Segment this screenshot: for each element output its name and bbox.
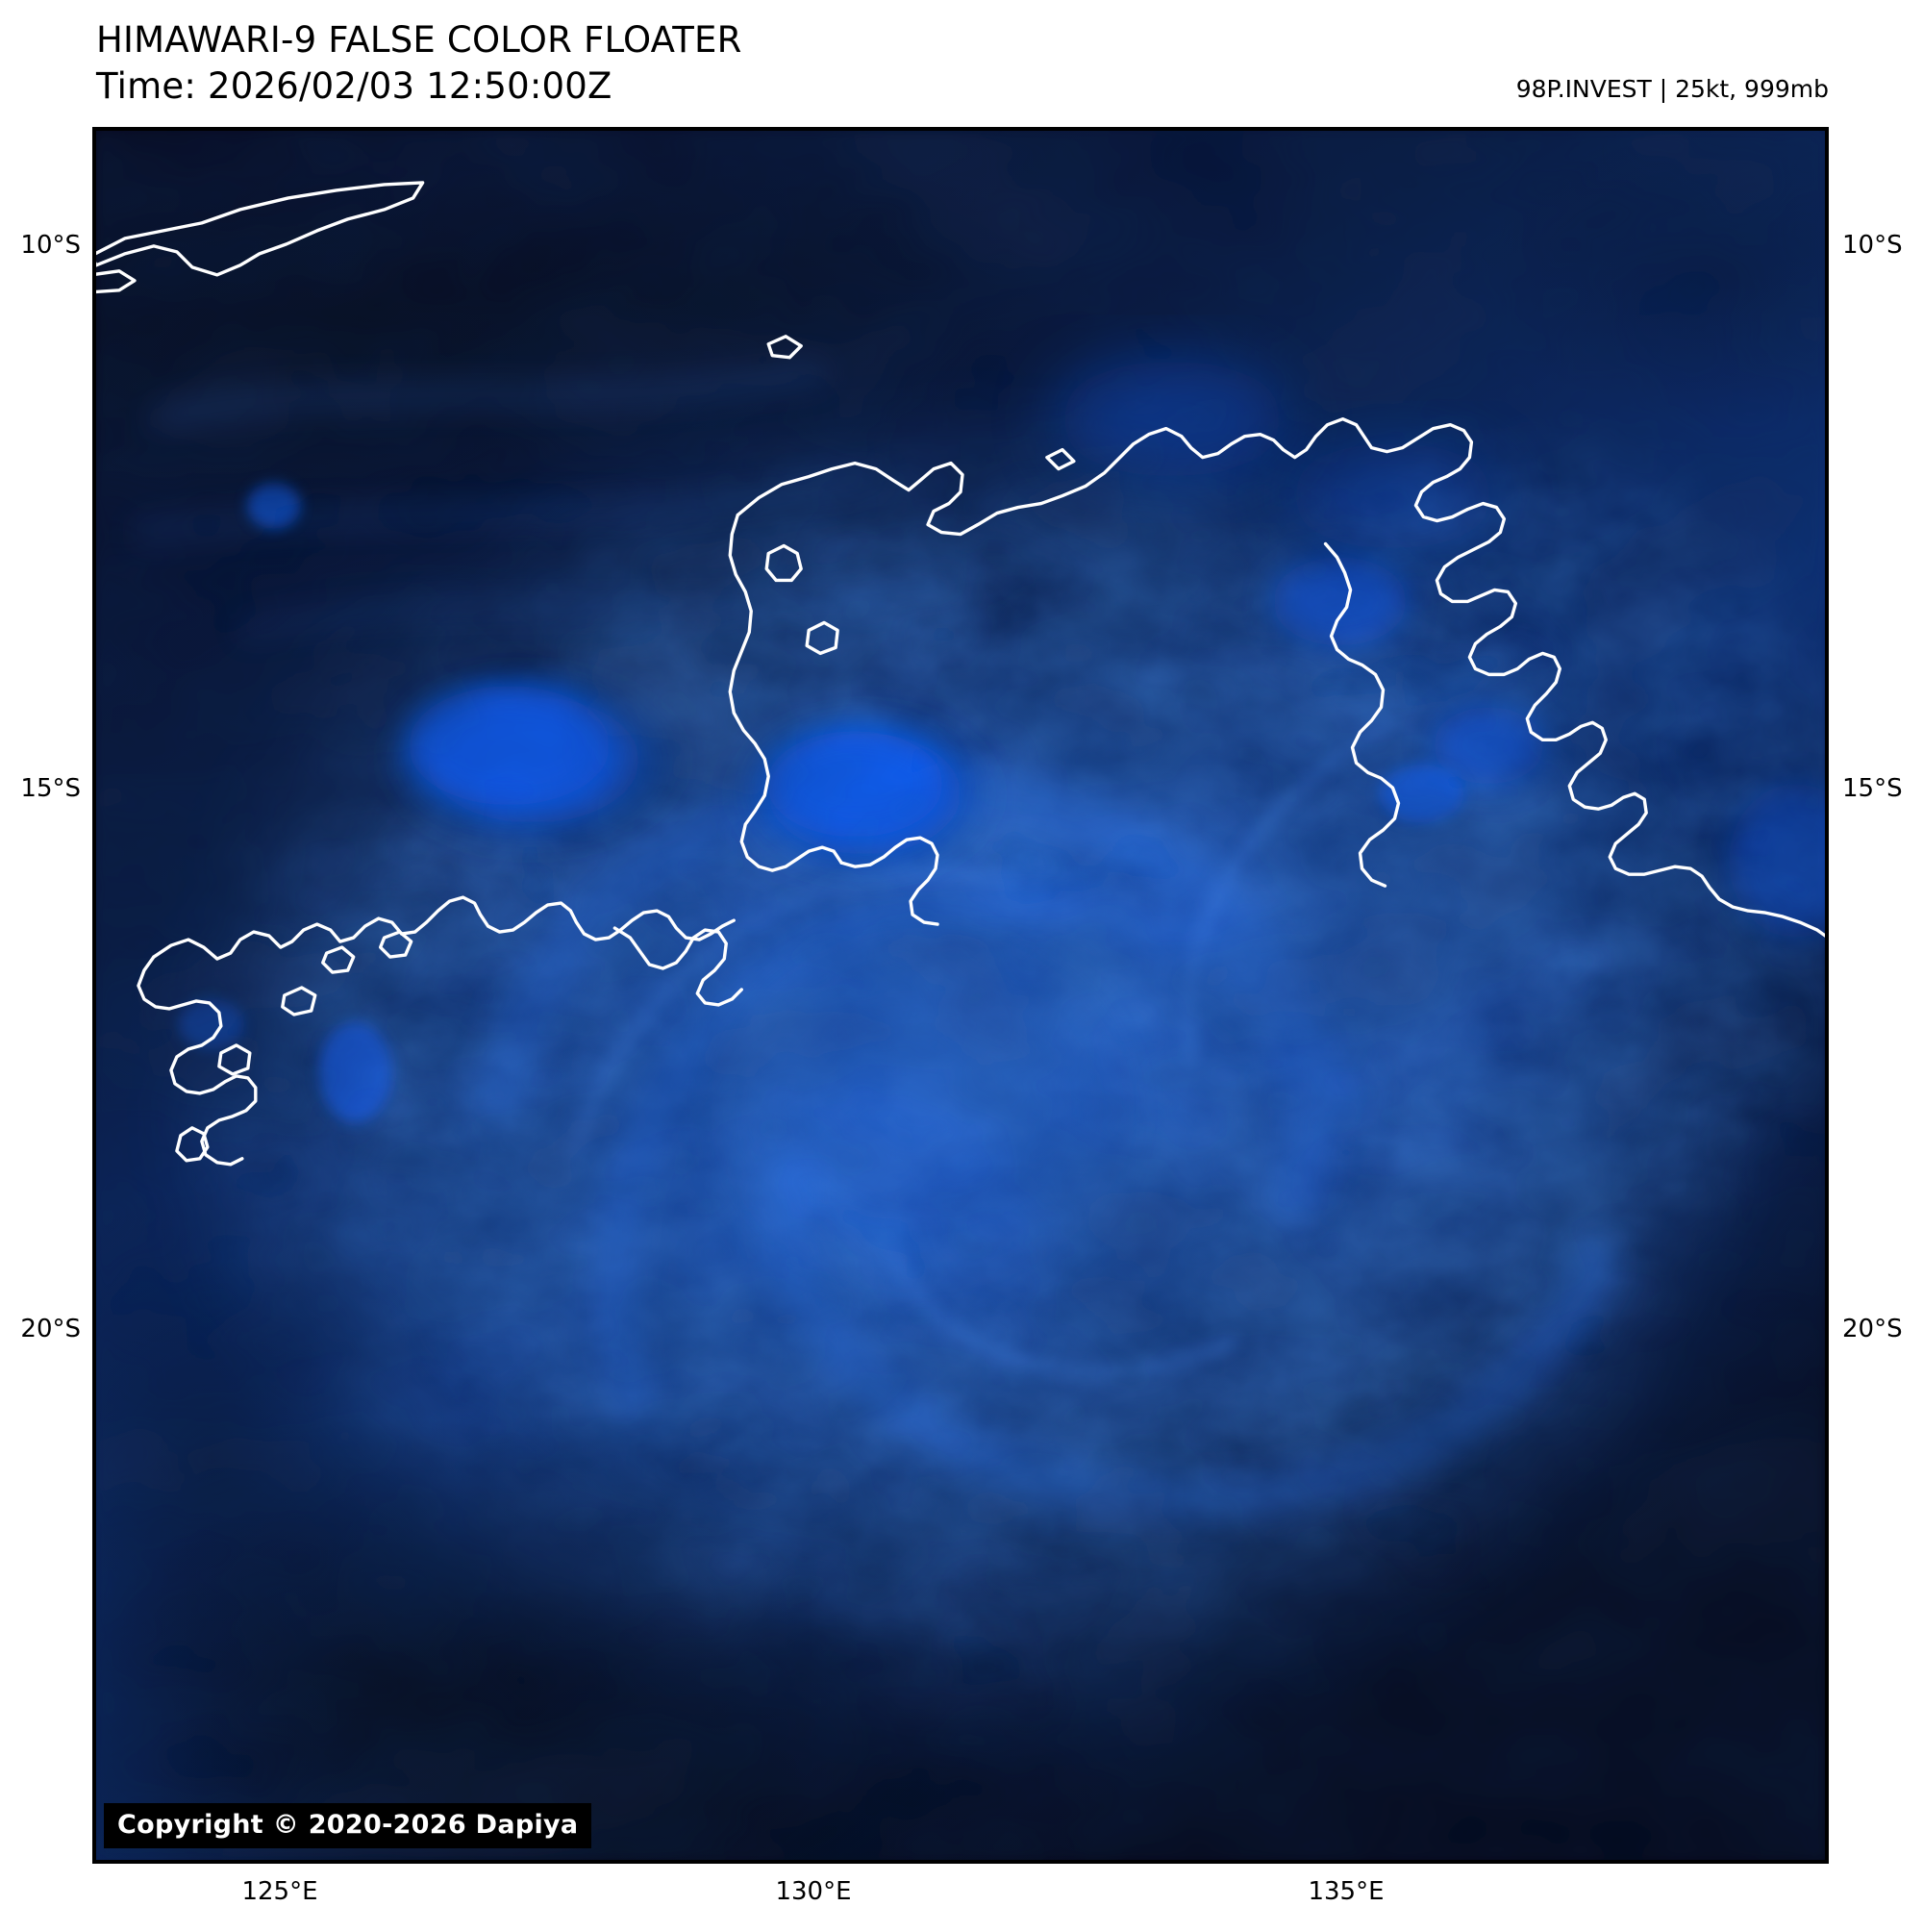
lon-tick-135e: 135°E xyxy=(1308,1877,1385,1906)
timestamp-label: Time: 2026/02/03 12:50:00Z xyxy=(96,65,612,107)
header-title-block: HIMAWARI-9 FALSE COLOR FLOATER Time: 202… xyxy=(96,17,742,110)
false-color-imagery-layer xyxy=(96,131,1825,1860)
lon-tick-130e: 130°E xyxy=(775,1877,852,1906)
lon-tick-125e: 125°E xyxy=(241,1877,318,1906)
satellite-imagery-plot[interactable]: Copyright © 2020-2026 Dapiya xyxy=(92,127,1829,1864)
lat-tick-left-10s: 10°S xyxy=(20,231,81,260)
page-title: HIMAWARI-9 FALSE COLOR FLOATER xyxy=(96,19,742,61)
lat-tick-left-20s: 20°S xyxy=(20,1315,81,1343)
lat-tick-left-15s: 15°S xyxy=(20,774,81,803)
lat-tick-right-10s: 10°S xyxy=(1842,231,1903,260)
lat-tick-right-15s: 15°S xyxy=(1842,774,1903,803)
copyright-banner: Copyright © 2020-2026 Dapiya xyxy=(104,1803,592,1848)
lat-tick-right-20s: 20°S xyxy=(1842,1315,1903,1343)
storm-info-label: 98P.INVEST | 25kt, 999mb xyxy=(1515,75,1829,103)
